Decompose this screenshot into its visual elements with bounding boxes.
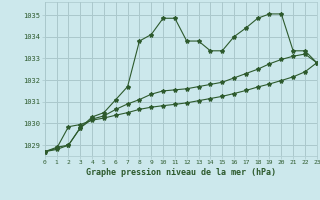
- X-axis label: Graphe pression niveau de la mer (hPa): Graphe pression niveau de la mer (hPa): [86, 168, 276, 177]
